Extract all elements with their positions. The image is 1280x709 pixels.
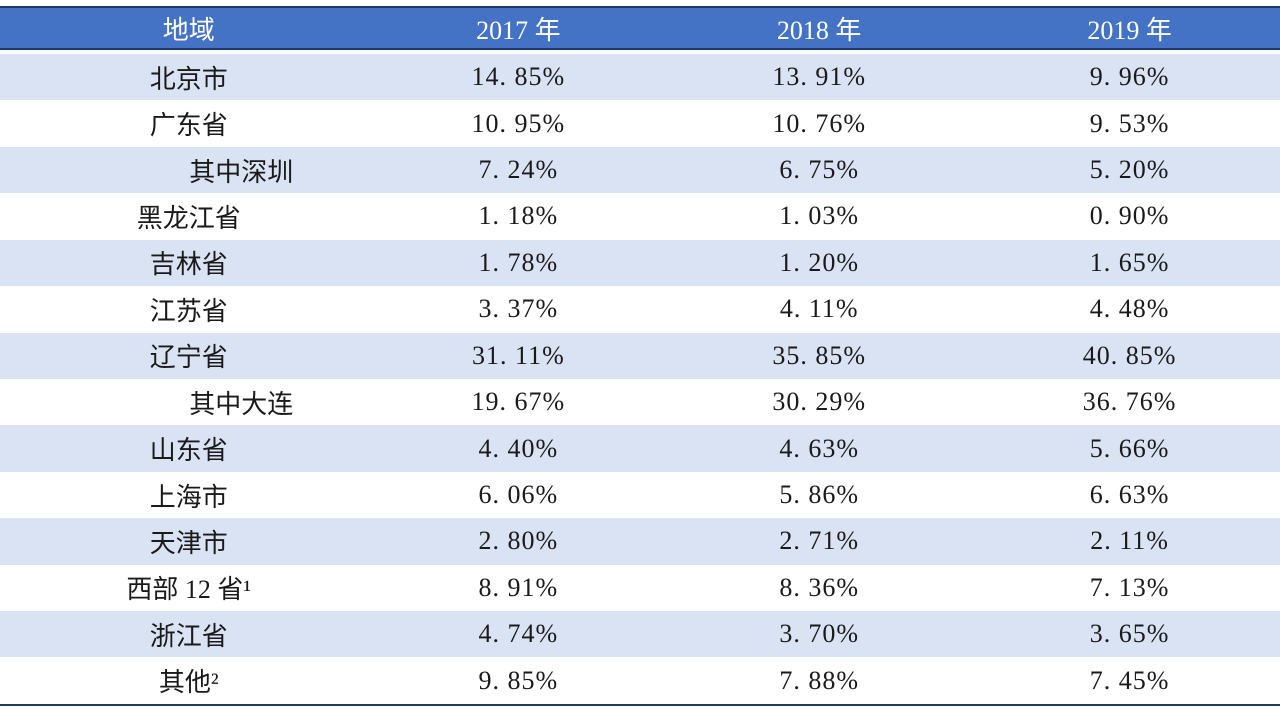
- value-2019-cell: 5. 66%: [1089, 433, 1170, 463]
- value-2018-cell: 2. 71%: [779, 526, 860, 556]
- value-2018-cell: 35. 85%: [772, 340, 867, 370]
- value-2018-cell: 1. 03%: [779, 201, 860, 231]
- region-cell: 黑龙江省: [136, 203, 241, 233]
- region-cell: 辽宁省: [149, 343, 228, 373]
- region-cell: 浙江省: [149, 621, 228, 651]
- value-2018-cell: 10. 76%: [772, 108, 867, 138]
- table-row: 辽宁省 31. 11% 35. 85% 40. 85%: [0, 332, 1280, 379]
- header-gap: [0, 50, 1280, 54]
- value-2017-cell: 9. 85%: [478, 665, 559, 695]
- top-margin: [0, 0, 1280, 6]
- table-row: 上海市 6. 06% 5. 86% 6. 63%: [0, 471, 1280, 519]
- value-2019-cell: 1. 65%: [1089, 247, 1170, 277]
- value-2017-cell: 3. 37%: [478, 294, 559, 324]
- region-cell: 西部 12 省¹: [126, 575, 252, 605]
- value-2018-cell: 4. 11%: [779, 294, 859, 324]
- column-header-region: 地域: [162, 15, 215, 45]
- value-2019-cell: 40. 85%: [1082, 340, 1177, 370]
- value-2017-cell: 1. 18%: [478, 201, 559, 231]
- value-2017-cell: 2. 80%: [478, 526, 559, 556]
- bottom-margin: [0, 706, 1280, 709]
- region-cell: 江苏省: [149, 296, 228, 326]
- value-2019-cell: 9. 53%: [1089, 108, 1170, 138]
- value-2019-cell: 3. 65%: [1089, 619, 1170, 649]
- header-rule: [0, 48, 1280, 50]
- value-2018-cell: 4. 63%: [779, 433, 860, 463]
- value-2017-cell: 6. 06%: [478, 480, 559, 509]
- region-cell: 其中大连: [189, 389, 294, 419]
- table-row: 浙江省 4. 74% 3. 70% 3. 65%: [0, 611, 1280, 658]
- value-2019-cell: 2. 11%: [1090, 526, 1169, 556]
- value-2018-cell: 30. 29%: [772, 387, 867, 417]
- top-rule: [0, 6, 1280, 8]
- value-2017-cell: 31. 11%: [472, 340, 565, 370]
- value-2019-cell: 9. 96%: [1089, 62, 1170, 92]
- column-header-2019: 2019 年: [1087, 15, 1172, 45]
- value-2017-cell: 4. 74%: [478, 619, 559, 649]
- table-row: 天津市 2. 80% 2. 71% 2. 11%: [0, 518, 1280, 565]
- table-row: 北京市 14. 85% 13. 91% 9. 96%: [0, 54, 1280, 101]
- region-cell: 其他²: [158, 668, 219, 698]
- bottom-rule: [0, 704, 1280, 706]
- value-2019-cell: 36. 76%: [1082, 387, 1177, 417]
- table-header-row: 地域 2017 年 2018 年 2019 年: [0, 8, 1280, 48]
- value-2018-cell: 6. 75%: [779, 155, 860, 185]
- value-2018-cell: 1. 20%: [779, 247, 860, 277]
- value-2019-cell: 5. 20%: [1089, 155, 1170, 185]
- table-row: 吉林省 1. 78% 1. 20% 1. 65%: [0, 239, 1280, 287]
- column-header-2018: 2018 年: [776, 15, 862, 45]
- value-2019-cell: 4. 48%: [1089, 294, 1170, 324]
- value-2017-cell: 7. 24%: [478, 155, 559, 185]
- value-2019-cell: 0. 90%: [1089, 201, 1170, 231]
- value-2017-cell: 1. 78%: [478, 247, 559, 277]
- region-cell: 山东省: [149, 436, 228, 466]
- region-cell: 广东省: [149, 111, 228, 141]
- value-2018-cell: 8. 36%: [779, 572, 860, 602]
- table-row: 广东省 10. 95% 10. 76% 9. 53%: [0, 100, 1280, 147]
- value-2017-cell: 19. 67%: [471, 387, 566, 417]
- region-cell: 北京市: [149, 64, 228, 94]
- table-row: 西部 12 省¹ 8. 91% 8. 36% 7. 13%: [0, 564, 1280, 612]
- value-2018-cell: 7. 88%: [779, 665, 860, 695]
- table-row: 其中深圳 7. 24% 6. 75% 5. 20%: [0, 146, 1280, 194]
- value-2017-cell: 10. 95%: [471, 108, 566, 138]
- column-header-2017: 2017 年: [476, 15, 561, 45]
- value-2019-cell: 6. 63%: [1089, 480, 1170, 509]
- table-row: 其中大连 19. 67% 30. 29% 36. 76%: [0, 378, 1280, 426]
- value-2019-cell: 7. 13%: [1089, 572, 1170, 602]
- table-body: 北京市 14. 85% 13. 91% 9. 96% 广东省 10. 95% 1…: [0, 54, 1280, 704]
- value-2018-cell: 3. 70%: [779, 619, 860, 649]
- region-cell: 天津市: [149, 528, 228, 558]
- value-2017-cell: 14. 85%: [471, 62, 566, 92]
- table-row: 江苏省 3. 37% 4. 11% 4. 48%: [0, 286, 1280, 333]
- region-cell: 上海市: [149, 482, 228, 512]
- value-2018-cell: 5. 86%: [779, 480, 860, 509]
- region-cell: 其中深圳: [189, 157, 294, 187]
- value-2019-cell: 7. 45%: [1089, 665, 1170, 695]
- table-row: 黑龙江省 1. 18% 1. 03% 0. 90%: [0, 193, 1280, 240]
- table-row: 山东省 4. 40% 4. 63% 5. 66%: [0, 425, 1280, 472]
- value-2017-cell: 8. 91%: [478, 572, 559, 602]
- table-row: 其他² 9. 85% 7. 88% 7. 45%: [0, 657, 1280, 704]
- region-cell: 吉林省: [149, 250, 228, 280]
- value-2017-cell: 4. 40%: [478, 433, 559, 463]
- value-2018-cell: 13. 91%: [772, 62, 867, 92]
